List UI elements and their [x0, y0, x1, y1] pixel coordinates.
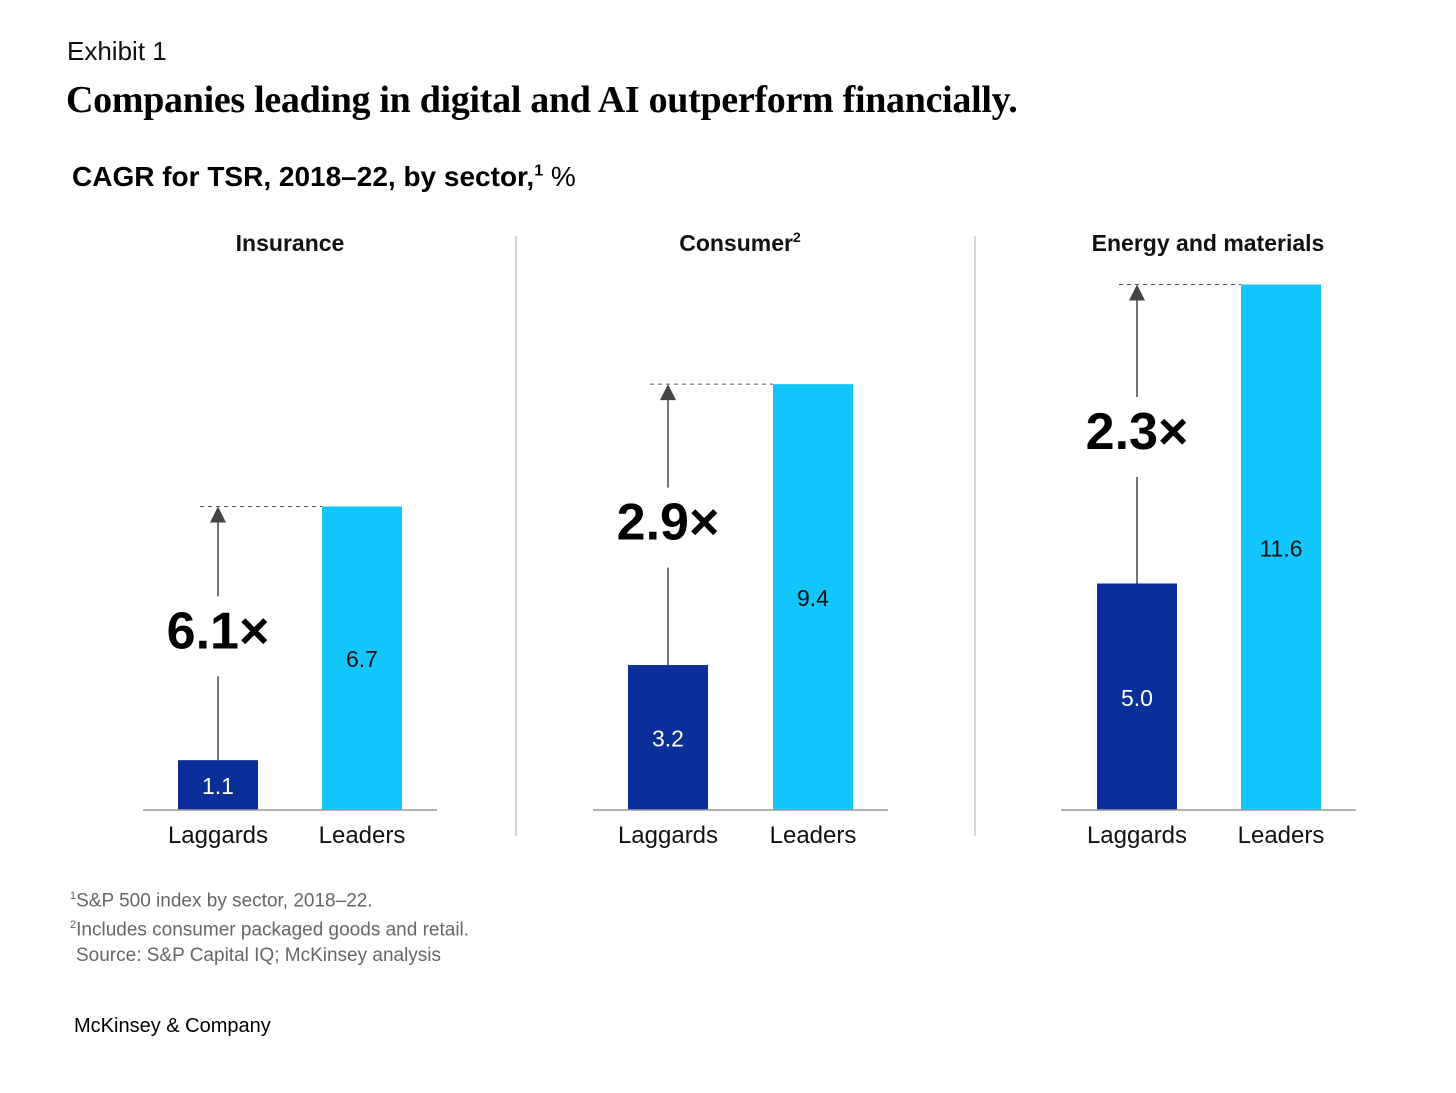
value-label-laggards: 5.0 — [1121, 685, 1153, 711]
source-note: Source: S&P Capital IQ; McKinsey analysi… — [76, 944, 442, 966]
category-label-laggards: Laggards — [618, 822, 718, 849]
value-label-leaders: 9.4 — [797, 585, 829, 611]
bar-leaders — [773, 384, 853, 810]
multiplier-label: 6.1× — [167, 602, 270, 660]
footnotes: 1S&P 500 index by sector, 2018–22. 2Incl… — [70, 884, 469, 968]
value-label-leaders: 11.6 — [1259, 535, 1302, 561]
footnote-1: 1S&P 500 index by sector, 2018–22. — [70, 884, 469, 913]
panel-title-text: Energy and materials — [1092, 230, 1325, 256]
category-label-leaders: Leaders — [770, 822, 857, 849]
footnote-2-mark: 2 — [70, 919, 77, 932]
footnote-2: 2Includes consumer packaged goods and re… — [70, 913, 469, 942]
panel-title: Energy and materials — [1092, 230, 1325, 256]
subtitle-footnote-mark: 1 — [534, 162, 544, 180]
chart-title: Companies leading in digital and AI outp… — [66, 79, 1018, 121]
panel-title: Insurance — [236, 230, 345, 256]
value-label-laggards: 1.1 — [202, 773, 234, 799]
panel-title-text: Consumer — [679, 230, 793, 256]
footnote-1-text: S&P 500 index by sector, 2018–22. — [76, 890, 373, 912]
footnote-2-text: Includes consumer packaged goods and ret… — [76, 919, 470, 941]
arrow-head-icon — [660, 384, 676, 401]
category-label-leaders: Leaders — [1238, 822, 1325, 849]
subtitle-text: CAGR for TSR, 2018–22, by sector, — [72, 161, 535, 192]
bar-laggards — [1097, 583, 1177, 810]
multiplier-label: 2.3× — [1086, 403, 1189, 461]
bar-laggards — [178, 760, 258, 810]
footnote-1-mark: 1 — [70, 890, 77, 902]
bar-laggards — [628, 665, 708, 810]
arrow-head-icon — [1129, 284, 1145, 301]
exhibit-label: Exhibit 1 — [67, 36, 167, 66]
arrow-head-icon — [210, 506, 226, 523]
panel-title-text: Insurance — [236, 230, 345, 256]
panel-title-footnote-mark: 2 — [793, 229, 801, 245]
category-label-laggards: Laggards — [168, 822, 268, 849]
bar-leaders — [322, 506, 402, 810]
subtitle-unit: % — [550, 161, 576, 192]
panel-title: Consumer2 — [679, 229, 801, 256]
chart-subtitle: CAGR for TSR, 2018–22, by sector,1 % — [72, 161, 576, 193]
value-label-leaders: 6.7 — [346, 646, 378, 672]
category-label-leaders: Leaders — [319, 822, 406, 849]
value-label-laggards: 3.2 — [652, 726, 684, 752]
brand-logo-text: McKinsey & Company — [74, 1015, 271, 1037]
category-label-laggards: Laggards — [1087, 822, 1187, 849]
multiplier-label: 2.9× — [617, 494, 720, 552]
bar-leaders — [1241, 284, 1321, 810]
